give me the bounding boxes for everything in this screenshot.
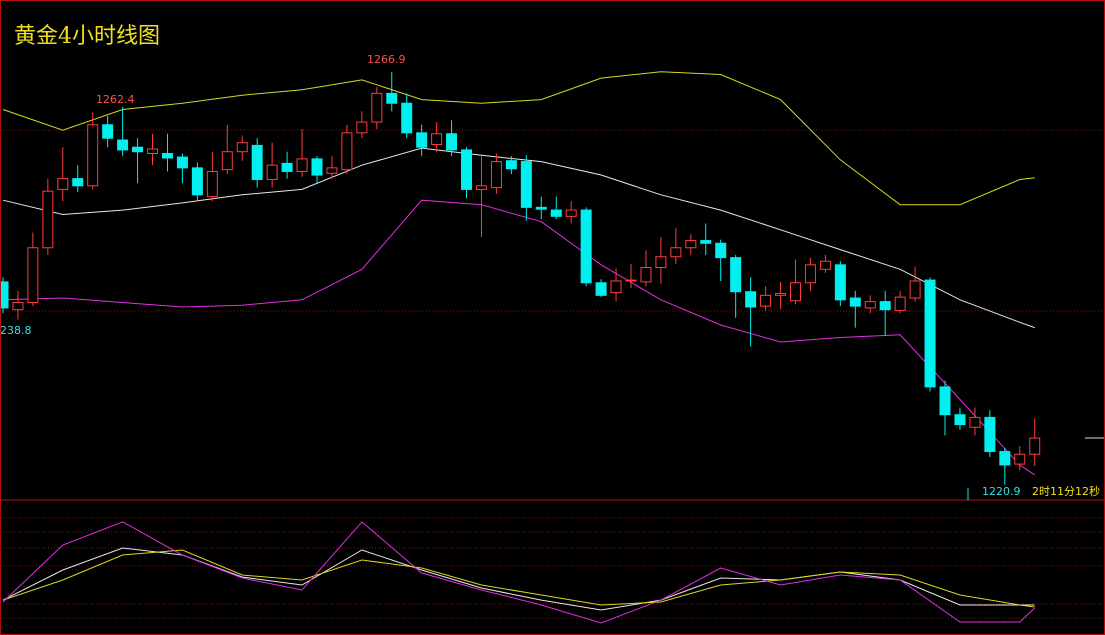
high-label: 1262.4 [96, 93, 135, 106]
candle-body [236, 142, 248, 153]
candle-body [715, 242, 727, 259]
candle-body [221, 151, 233, 171]
candle-body [999, 451, 1011, 466]
candle-body [461, 149, 473, 190]
low-label: 1220.9 [982, 485, 1021, 498]
candle-body [475, 185, 487, 190]
candle-body [804, 264, 816, 284]
candle-body [670, 247, 682, 258]
indicator-line [2, 521, 1036, 624]
candle-body [206, 170, 218, 198]
candle-body [580, 209, 592, 284]
candle-body [655, 256, 667, 269]
candle-body [819, 260, 831, 270]
candle-body [0, 281, 9, 309]
candle-body [909, 280, 921, 299]
plot [0, 71, 1041, 624]
candle-body [565, 209, 577, 217]
candle-body [326, 167, 338, 174]
candle-body [311, 158, 323, 176]
candle-body [431, 133, 443, 146]
candle-body [520, 161, 532, 208]
low-label: 238.8 [0, 324, 32, 337]
candle-body [416, 132, 428, 148]
candle-body [147, 148, 159, 155]
candle-body [505, 160, 517, 170]
candle-body [72, 178, 84, 187]
candle-body [700, 240, 712, 244]
chart-title: 黄金4小时线图 [14, 24, 160, 49]
candle-body [879, 301, 891, 311]
candle-body [1029, 437, 1041, 455]
candle-body [1014, 453, 1026, 465]
candle-body [386, 92, 398, 104]
candle-body [296, 158, 308, 172]
candle-body [610, 280, 622, 294]
band-line [2, 71, 1035, 206]
candle-body [12, 302, 24, 311]
candle-body [356, 121, 368, 134]
countdown: 2时11分12秒 [1032, 484, 1100, 498]
candle-body [446, 133, 458, 151]
candle-body [57, 178, 69, 190]
candle-body [341, 132, 353, 171]
candle-body [760, 294, 772, 307]
candle-body [266, 164, 278, 181]
candle-body [176, 156, 188, 169]
candle-body [251, 144, 263, 181]
candle-body [789, 282, 801, 302]
candle-body [730, 257, 742, 293]
candle-body [954, 414, 966, 426]
candle-body [117, 139, 129, 151]
indicator-line [2, 549, 1035, 608]
candle-body [595, 282, 607, 296]
candle-body [924, 279, 936, 388]
candle-body [191, 167, 203, 196]
candle-body [550, 209, 562, 217]
candle-body [775, 293, 787, 296]
candle-body [849, 297, 861, 307]
candle-body [401, 102, 413, 134]
candle-body [87, 124, 99, 187]
candle-body [939, 386, 951, 416]
candle-body [102, 124, 114, 139]
candle-body [864, 301, 876, 309]
band-line [2, 147, 1035, 329]
candle-body [371, 92, 383, 123]
candle-body [535, 206, 547, 210]
candle-body [27, 247, 39, 304]
candle-body [685, 240, 697, 249]
candle-body [894, 296, 906, 312]
candle-body [161, 153, 173, 159]
high-label: 1266.9 [367, 53, 406, 66]
candle-body [834, 264, 846, 301]
candle-body [42, 190, 54, 249]
candle-body [640, 267, 652, 283]
candle-body [745, 291, 757, 308]
band-line [2, 199, 1035, 476]
candle-body [969, 416, 981, 428]
candle-body [490, 161, 502, 189]
candle-body [281, 162, 293, 172]
candle-body [625, 279, 637, 282]
candle-body [132, 146, 144, 153]
candle-body [984, 416, 996, 453]
